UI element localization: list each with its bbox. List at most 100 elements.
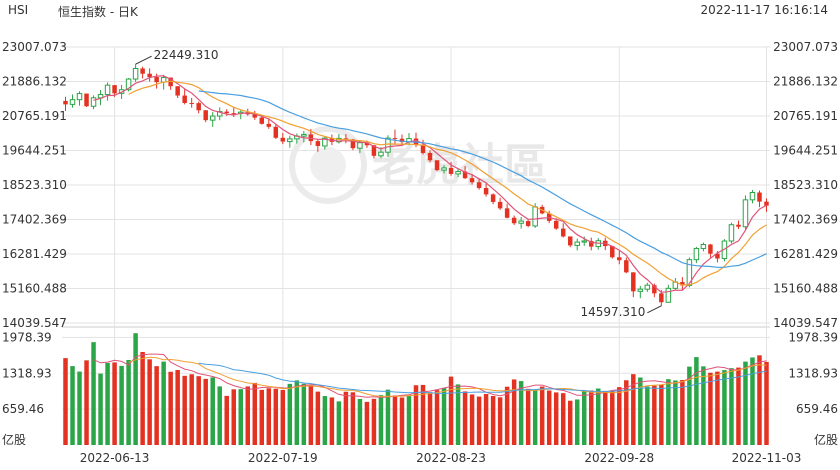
candle-body-down [196, 103, 201, 111]
candle-body-down [610, 246, 615, 258]
candle-body-up [76, 93, 83, 101]
volume-bar [603, 391, 608, 445]
volume-bar [729, 368, 734, 445]
volume-bar [757, 355, 762, 445]
candle-body-up [532, 206, 538, 227]
candle-body-down [715, 253, 720, 259]
volume-bar [378, 395, 384, 445]
candle-body-down [154, 77, 159, 83]
candle-body-down [371, 145, 377, 156]
volume-bar [126, 360, 131, 445]
candle-body-down [350, 139, 356, 149]
candle-body-down [567, 236, 573, 246]
candle-body-up [742, 199, 749, 228]
volume-bar [357, 398, 363, 445]
candle-body-down [553, 220, 559, 229]
volume-bar [666, 379, 671, 445]
candle-body-up [581, 240, 587, 243]
candle-body-down [399, 138, 405, 143]
volume-bar [147, 359, 152, 445]
candle-body-down [364, 142, 370, 146]
low-label: 14597.310 [580, 305, 645, 319]
volume-bar [687, 366, 692, 445]
volume-bar [631, 374, 636, 445]
date-tick: 2022-07-19 [248, 451, 318, 465]
volume-tick-left: 1318.93 [2, 366, 52, 380]
volume-bar [196, 376, 201, 445]
price-tick-right: 17402.369 [773, 213, 838, 227]
price-tick-right: 14039.547 [773, 316, 838, 330]
candle-body-down [757, 192, 762, 202]
candle-body-down [490, 194, 496, 202]
volume-bar [518, 381, 524, 445]
volume-bar [189, 374, 194, 445]
candle-body-down [504, 208, 510, 218]
volume-bar [105, 362, 110, 445]
price-tick-right: 19644.251 [773, 143, 838, 157]
volume-bar [455, 384, 461, 445]
candle-body-down [63, 100, 68, 105]
volume-bar [231, 389, 236, 445]
volume-bar [224, 395, 229, 445]
price-tick-left: 18523.310 [2, 178, 67, 192]
candle-body-up [104, 84, 111, 96]
candle-body-up [287, 138, 293, 143]
volume-ma5-line [93, 353, 767, 398]
candle-body-down [175, 86, 180, 96]
volume-bar [98, 373, 103, 445]
volume-bar [168, 371, 173, 445]
candle-body-down [511, 217, 517, 224]
candle-body-down [168, 77, 173, 87]
volume-bar [560, 393, 566, 445]
volume-bar [70, 366, 75, 445]
volume-bar [462, 391, 468, 445]
volume-bar [553, 392, 559, 445]
volume-bar [392, 395, 398, 445]
timestamp: 2022-11-17 16:16:14 [700, 3, 828, 17]
candle-body-down [140, 68, 145, 74]
volume-bar [406, 395, 412, 445]
volume-bar [589, 390, 594, 445]
candle-body-down [252, 114, 258, 118]
volume-bar [329, 397, 335, 445]
chart-title: 恒生指数 - 日K [58, 5, 138, 19]
volume-bar [371, 398, 377, 445]
candle-body-down [659, 293, 664, 303]
volume-bar [743, 361, 748, 445]
candle-body-down [764, 201, 769, 206]
price-tick-left: 15160.488 [2, 282, 67, 296]
date-tick: 2022-09-28 [584, 451, 654, 465]
volume-tick-left: 659.46 [2, 402, 44, 416]
date-tick: 2022-11-03 [732, 451, 802, 465]
volume-bar [112, 362, 117, 445]
volume-bar [273, 388, 279, 445]
candle-body-down [273, 126, 279, 138]
volume-bar [77, 371, 82, 445]
volume-tick-right: 659.46 [796, 402, 838, 416]
candle-body-down [497, 201, 503, 209]
candle-body-down [560, 228, 566, 237]
price-tick-right: 16281.429 [773, 247, 838, 261]
watermark: 老虎社區 [372, 140, 548, 191]
volume-bar [511, 379, 517, 445]
volume-bar [203, 378, 208, 445]
candle-body-down [736, 224, 741, 227]
volume-bar [343, 391, 349, 445]
chart-header: HSI 恒生指数 - 日K 2022-11-17 16:16:14 [0, 0, 840, 20]
volume-bar [469, 394, 475, 445]
price-tick-right: 15160.488 [773, 282, 838, 296]
candle-body-down [483, 187, 489, 195]
watermark-logo-ring [289, 126, 367, 204]
price-tick-left: 14039.547 [2, 316, 67, 330]
candle-body-down [652, 285, 657, 294]
price-tick-right: 21886.132 [773, 75, 838, 89]
candle-body-down [280, 137, 286, 142]
candle-body-down [203, 110, 208, 121]
candle-body-up [336, 137, 342, 143]
price-tick-left: 19644.251 [2, 143, 67, 157]
candle-body-up [665, 287, 672, 303]
volume-bar [217, 386, 222, 445]
candle-body-down [231, 113, 236, 115]
volume-bar [252, 382, 258, 445]
